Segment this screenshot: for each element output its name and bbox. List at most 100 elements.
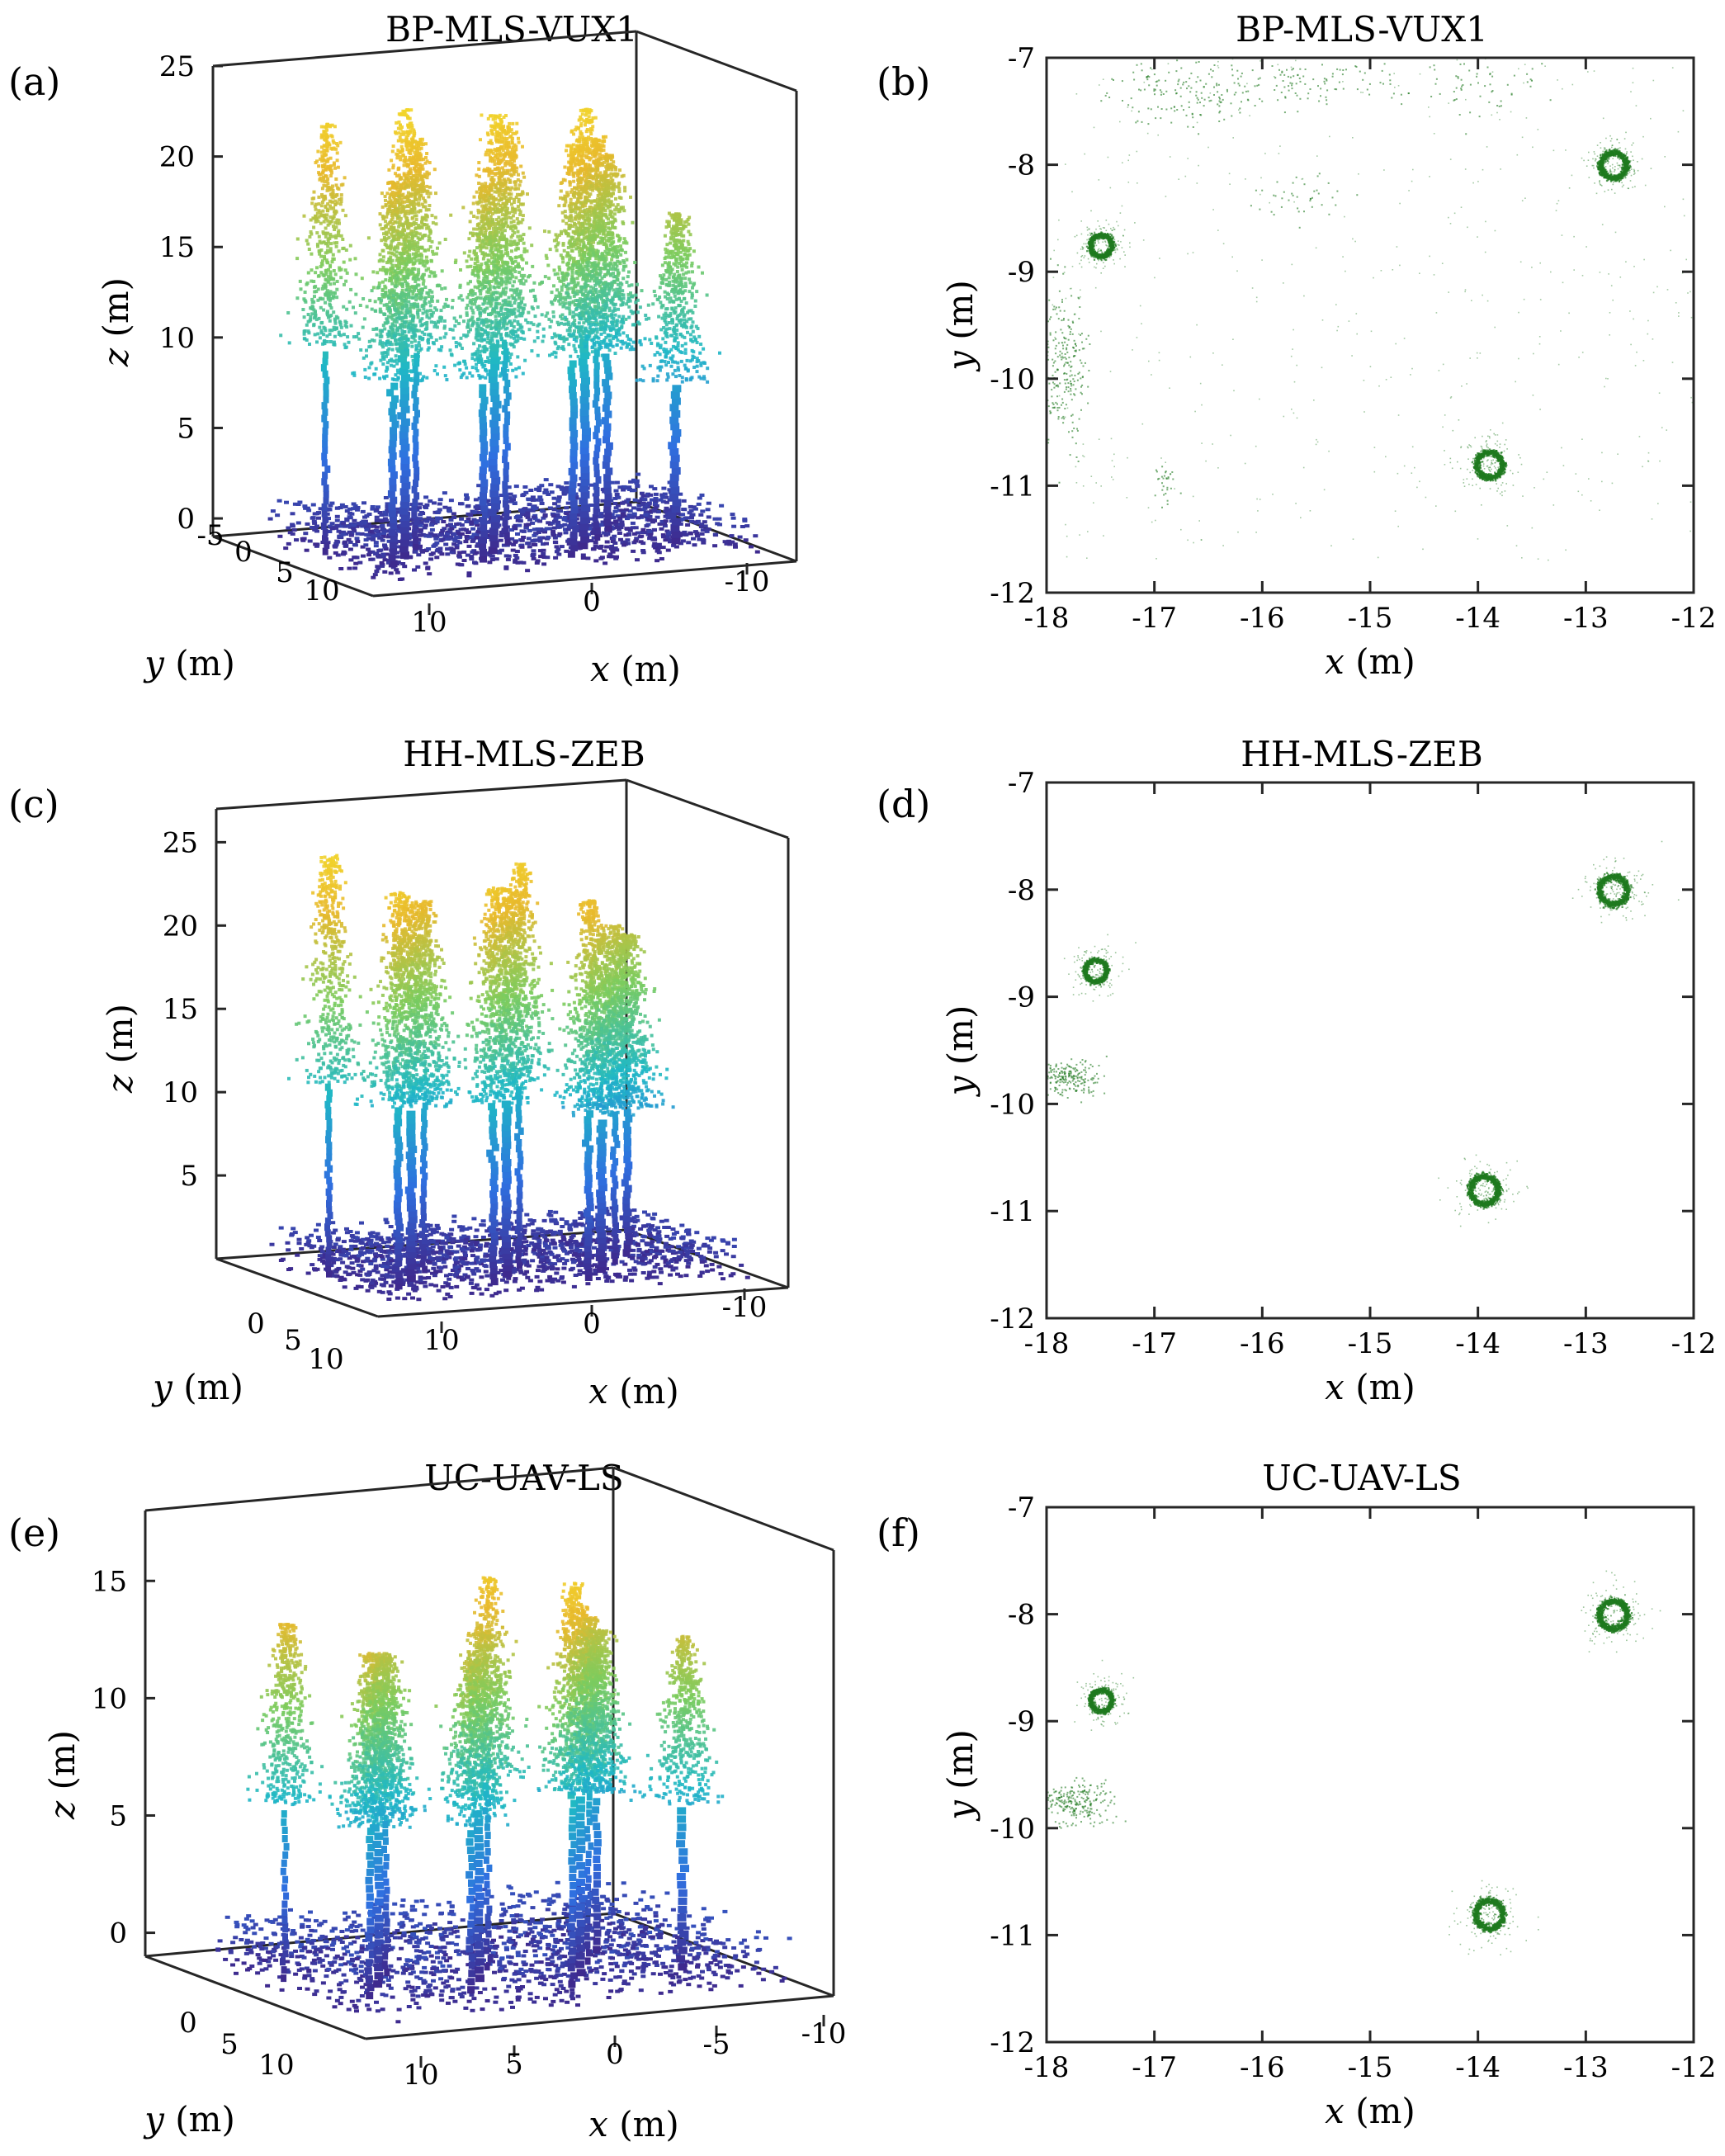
tree-point [428, 288, 432, 292]
tree-point [397, 237, 400, 241]
ground-point [543, 478, 549, 482]
tree-point [314, 318, 319, 322]
tree-point [486, 337, 490, 341]
ground-point [457, 541, 463, 545]
tree-point [316, 149, 320, 154]
ground-point [617, 527, 622, 532]
tree-point [427, 267, 431, 271]
tree-point [390, 534, 398, 542]
tree-point [381, 259, 385, 263]
tree-point [407, 241, 411, 245]
ground-point [412, 568, 417, 572]
tree-point [489, 470, 499, 479]
ground-point [697, 496, 702, 500]
ground-point [598, 556, 604, 560]
tree-point [389, 452, 397, 460]
ground-point [656, 542, 662, 546]
ground-point [464, 520, 470, 523]
ground-point [685, 523, 691, 527]
tree-point [395, 320, 399, 324]
ground-point [523, 490, 529, 494]
ground-point [388, 571, 394, 575]
ground-point [459, 517, 465, 521]
tree-point [469, 280, 472, 284]
tree-point [365, 305, 369, 309]
ground-point [508, 492, 513, 496]
ground-point [547, 506, 553, 510]
tree-point [482, 217, 486, 221]
tree-point [480, 536, 487, 544]
ground-point [434, 541, 440, 545]
tree-point [414, 192, 418, 196]
tree-point [391, 395, 399, 403]
tree-point [417, 283, 421, 287]
ground-point [466, 571, 472, 575]
ground-point [447, 509, 452, 513]
ground-point [530, 508, 536, 513]
tree-point [326, 223, 330, 227]
ground-point [551, 529, 556, 533]
tree-point [328, 220, 333, 224]
tree-point [483, 363, 487, 367]
tree-point [401, 481, 411, 489]
tree-point [511, 368, 515, 372]
tree-point [395, 238, 399, 242]
tree-point [335, 296, 339, 300]
ground-point [352, 518, 357, 522]
ground-point [380, 534, 386, 538]
tree-point [478, 194, 482, 198]
tree-point [458, 343, 462, 348]
ground-point [666, 532, 671, 537]
tree-point [328, 233, 333, 237]
ground-point [662, 524, 668, 528]
tree-point [522, 337, 527, 341]
tree-point [328, 199, 332, 203]
tree-point [503, 430, 509, 438]
tree-point [499, 361, 503, 365]
tree-point [323, 484, 329, 492]
ground-point [620, 541, 626, 545]
tree-point [414, 176, 418, 180]
tree-point [329, 306, 333, 310]
tree-point [336, 144, 340, 148]
ground-point [470, 550, 475, 554]
tree-point [405, 158, 409, 163]
tree-point [420, 245, 424, 249]
tree-point [399, 326, 402, 329]
tree-point [476, 286, 480, 290]
tree-point [463, 362, 467, 366]
ground-point [627, 528, 633, 532]
ground-point [730, 516, 736, 520]
tree-point [436, 246, 439, 250]
tree-point [421, 311, 425, 315]
tree-point [511, 343, 515, 347]
tree-point [489, 114, 492, 118]
tree-point [299, 287, 303, 291]
ground-point [313, 542, 319, 546]
tree-point [432, 369, 437, 372]
tree-point [404, 234, 409, 239]
tree-point [324, 149, 328, 153]
ground-point [640, 531, 645, 534]
tree-point [385, 215, 389, 219]
ground-point [665, 537, 671, 541]
tree-point [494, 314, 498, 319]
tree-point [315, 243, 319, 247]
tree-point [489, 438, 499, 447]
tree-point [428, 316, 432, 320]
ground-point [640, 551, 646, 555]
ground-point [464, 534, 470, 538]
tree-point [380, 341, 384, 345]
tree-point [394, 285, 398, 289]
tree-point [427, 208, 431, 212]
tree-point [386, 245, 390, 249]
ground-point [612, 546, 618, 551]
tree-point [389, 255, 393, 259]
ground-point [417, 506, 422, 510]
tree-point [322, 446, 328, 454]
tree-point [409, 183, 413, 187]
ground-point [651, 536, 657, 540]
ground-point [458, 527, 464, 532]
tree-point [413, 461, 419, 468]
ground-point [290, 512, 295, 516]
